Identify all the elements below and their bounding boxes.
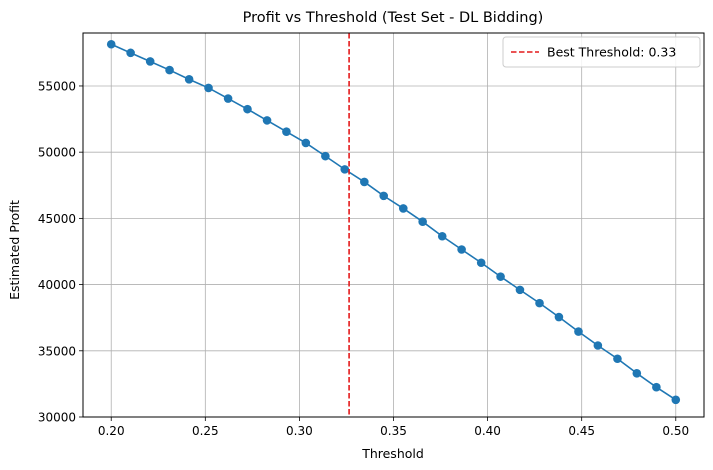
y-tick-label: 35000 — [38, 344, 76, 358]
y-tick-label: 40000 — [38, 278, 76, 292]
data-point — [613, 354, 622, 364]
data-point — [360, 177, 369, 187]
x-tick-label: 0.40 — [474, 424, 501, 438]
data-point — [243, 104, 252, 114]
data-point — [457, 245, 466, 254]
legend-box — [502, 36, 701, 68]
y-axis-label: Estimated Profit — [7, 200, 22, 300]
data-point — [223, 94, 233, 103]
y-tick-label: 45000 — [38, 212, 76, 226]
data-point — [106, 39, 116, 49]
data-point — [593, 341, 603, 350]
x-tick-label: 0.25 — [192, 424, 219, 438]
data-point — [126, 48, 135, 58]
data-point — [398, 204, 408, 213]
x-tick-label: 0.50 — [662, 424, 689, 438]
x-tick-label: 0.35 — [380, 424, 407, 438]
data-point — [145, 57, 155, 66]
data-point — [496, 272, 505, 281]
data-point — [418, 217, 427, 226]
x-tick-label: 0.30 — [286, 424, 313, 438]
x-tick-label: 0.45 — [568, 424, 595, 438]
data-point — [554, 312, 564, 322]
grid-lines — [83, 33, 704, 418]
data-point — [671, 395, 681, 405]
data-point — [535, 298, 544, 308]
data-point — [437, 231, 447, 241]
chart-title: Profit vs Threshold (Test Set - DL Biddi… — [243, 10, 544, 26]
data-point — [282, 127, 291, 136]
data-point — [184, 75, 194, 84]
data-point — [165, 65, 174, 75]
x-axis-label: Threshold — [361, 446, 424, 461]
data-point — [476, 258, 486, 268]
tick-layer: 0.20 0.25 0.30 0.35 0.40 0.45 0.50 30000 35000 40… — [38, 79, 689, 438]
data-point — [262, 116, 272, 125]
data-point — [340, 165, 350, 174]
data-point — [574, 327, 583, 336]
legend-label-best-threshold: Best Threshold: 0.33 — [547, 45, 676, 60]
y-tick-label: 30000 — [38, 411, 76, 425]
legend: Best Threshold: 0.33 — [502, 36, 701, 68]
data-point — [652, 382, 661, 392]
data-point — [379, 191, 389, 201]
y-tick-label: 55000 — [38, 79, 76, 93]
series-layer — [106, 39, 681, 405]
data-point — [632, 369, 642, 378]
x-tick-label: 0.20 — [98, 424, 125, 438]
data-point — [204, 83, 213, 93]
y-tick-label: 50000 — [38, 146, 76, 160]
data-point — [301, 138, 311, 148]
data-point — [321, 151, 330, 161]
data-point — [515, 285, 525, 295]
